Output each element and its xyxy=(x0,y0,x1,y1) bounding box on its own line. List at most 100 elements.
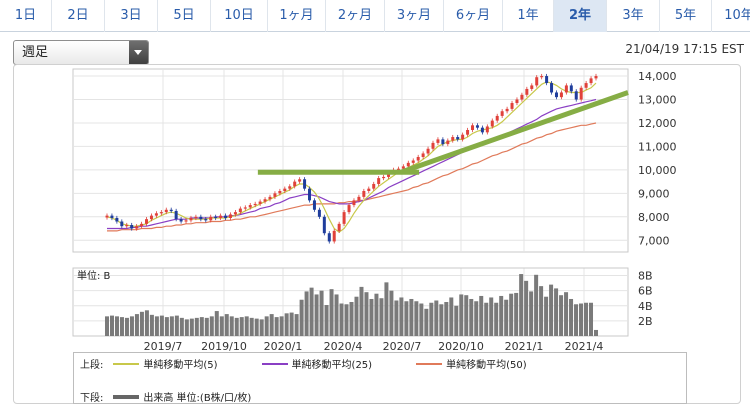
volume-bar xyxy=(199,317,204,336)
candle-body xyxy=(125,225,129,227)
volume-tick-label: 2B xyxy=(638,315,653,328)
volume-bar xyxy=(249,317,254,336)
volume-bar xyxy=(234,317,239,336)
candle-body xyxy=(421,153,425,157)
volume-bar xyxy=(329,289,334,336)
volume-bar xyxy=(514,292,519,336)
volume-bar xyxy=(294,314,299,336)
volume-bar xyxy=(509,293,514,336)
candle-body xyxy=(184,220,188,222)
candle-body xyxy=(456,137,460,140)
volume-bar xyxy=(379,298,384,336)
tab-1d[interactable]: 1日 xyxy=(0,0,52,32)
date-tick-label: 2021/4 xyxy=(565,340,604,353)
candle-body xyxy=(382,176,386,179)
volume-bar xyxy=(149,314,154,336)
volume-bar xyxy=(459,294,464,336)
volume-bar xyxy=(349,302,354,336)
candle-body xyxy=(461,134,465,140)
volume-bar xyxy=(559,295,564,336)
candle-body xyxy=(377,178,381,184)
candle-body xyxy=(451,137,455,141)
tab-1m[interactable]: 1ヶ月 xyxy=(268,0,326,32)
candle-body xyxy=(446,140,450,145)
price-tick-label: 9,000 xyxy=(638,187,670,200)
volume-bar xyxy=(214,311,219,336)
candle-body xyxy=(233,212,237,215)
volume-bar xyxy=(154,316,159,336)
candle-body xyxy=(199,216,203,220)
tab-3d[interactable]: 3日 xyxy=(105,0,158,32)
date-tick-label: 2020/7 xyxy=(383,340,422,353)
candle-body xyxy=(209,216,213,221)
volume-unit-label: 単位: B xyxy=(77,269,111,282)
candle-body xyxy=(357,196,361,201)
candle-body xyxy=(342,212,346,224)
volume-bar xyxy=(414,301,419,336)
legend-volume-label: 出来高 単位:(B株/口/枚) xyxy=(143,393,252,404)
volume-bar xyxy=(394,300,399,336)
candle-body xyxy=(140,223,144,227)
tab-10y[interactable]: 10年 xyxy=(712,0,750,32)
candle-body xyxy=(396,168,400,170)
price-plot-area xyxy=(72,68,629,253)
candle-body xyxy=(401,166,405,169)
volume-bar xyxy=(484,302,489,336)
candle-body xyxy=(268,196,272,200)
candle-body xyxy=(214,216,218,219)
candle-body xyxy=(174,210,178,220)
candle-body xyxy=(228,214,232,218)
tab-6m[interactable]: 6ヶ月 xyxy=(444,0,503,32)
volume-bar xyxy=(134,314,139,336)
candle-body xyxy=(475,125,479,128)
volume-bar xyxy=(454,305,459,336)
candle-body xyxy=(238,208,242,213)
tab-5y[interactable]: 5年 xyxy=(660,0,712,32)
tab-3m[interactable]: 3ヶ月 xyxy=(385,0,444,32)
candle-body xyxy=(594,76,598,79)
tab-2y[interactable]: 2年 xyxy=(554,0,607,32)
volume-bar xyxy=(389,290,394,336)
candle-body xyxy=(283,188,287,191)
tab-1y[interactable]: 1年 xyxy=(503,0,554,32)
candle-body xyxy=(569,85,573,92)
volume-bar xyxy=(324,305,329,336)
candle-body xyxy=(179,219,183,222)
tab-2m[interactable]: 2ヶ月 xyxy=(326,0,385,32)
candle-body xyxy=(243,207,247,209)
date-tick-label: 2019/10 xyxy=(201,340,247,353)
volume-bar xyxy=(439,304,444,336)
candle-body xyxy=(352,200,356,206)
candle-body xyxy=(149,215,153,220)
candle-body xyxy=(130,225,134,229)
volume-bar xyxy=(444,302,449,336)
candle-body xyxy=(337,223,341,231)
volume-bar xyxy=(404,301,409,336)
candle-body xyxy=(154,213,158,216)
candle-body xyxy=(135,226,139,229)
volume-bar xyxy=(219,316,224,336)
ma5-line xyxy=(106,81,597,233)
candle-body xyxy=(510,103,514,109)
volume-bar xyxy=(129,316,134,336)
tab-5d[interactable]: 5日 xyxy=(158,0,211,32)
volume-bar xyxy=(274,317,279,336)
volume-bar xyxy=(384,282,389,336)
legend-ma5-swatch xyxy=(113,362,140,365)
volume-bar xyxy=(544,296,549,336)
volume-bar xyxy=(339,303,344,336)
tab-10d[interactable]: 10日 xyxy=(211,0,268,32)
candle-body xyxy=(579,87,583,100)
candle-body xyxy=(253,203,257,206)
volume-bar xyxy=(499,295,504,336)
date-tick-label: 2020/4 xyxy=(324,340,363,353)
tab-3y[interactable]: 3年 xyxy=(607,0,660,32)
candle-body xyxy=(426,148,430,154)
chevron-down-icon[interactable] xyxy=(129,41,148,64)
volume-bar xyxy=(105,316,109,336)
tab-2d[interactable]: 2日 xyxy=(52,0,105,32)
volume-bar xyxy=(314,294,319,336)
legend-ma50: 単純移動平均(50) xyxy=(406,356,527,371)
volume-bar xyxy=(474,301,479,336)
